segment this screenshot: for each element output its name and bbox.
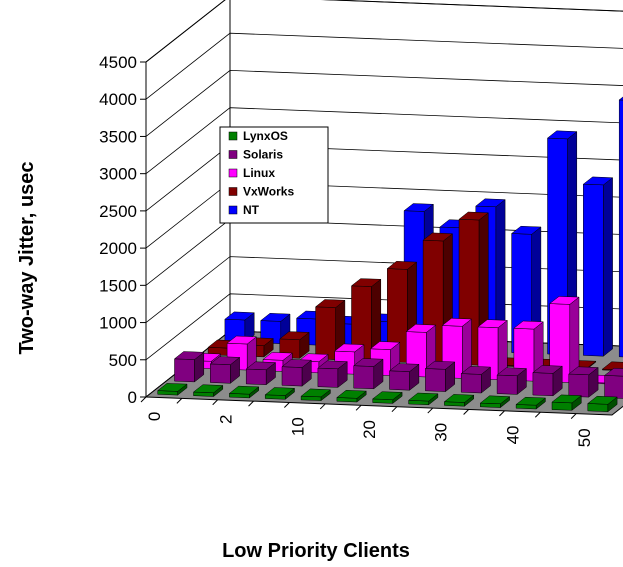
legend-swatch-lynxos: [228, 131, 238, 141]
x-tick-mark: [355, 404, 362, 411]
legend-swatch-solaris: [228, 150, 238, 159]
left-wall: [145, 0, 231, 399]
gridline: [145, 32, 623, 100]
x-tick-mark: [534, 411, 541, 418]
x-axis-ticks: 0 2 10 20 30 40 50: [140, 396, 594, 447]
bar-solaris-2: [245, 361, 277, 386]
y-tick-label: 4000: [99, 90, 137, 109]
bar-nt-1: [260, 313, 291, 345]
bar-lynxos-25: [407, 392, 439, 406]
bar-solaris-50: [603, 367, 623, 399]
bar-solaris-30: [460, 366, 492, 394]
y-tick-label: 0: [128, 388, 137, 407]
x-tick-mark: [391, 406, 398, 413]
x-tick-mark: [176, 398, 183, 404]
legend-label-solaris: Solaris: [243, 148, 283, 162]
bar-lynxos-50: [587, 395, 618, 413]
bar-linux-35: [513, 320, 544, 382]
y-axis-ticks: 0 500 1000 1500 2000 2500 3000 3500 4000 4500: [99, 53, 146, 407]
bar-lynxos-10: [300, 388, 332, 402]
legend-box: [219, 126, 329, 224]
gridline: [145, 107, 623, 175]
y-tick-label: 3000: [99, 165, 137, 184]
bar-solaris-45: [568, 366, 599, 398]
x-tick-mark: [427, 407, 434, 414]
y-tick-label: 2500: [99, 202, 137, 221]
bars-group: [157, 96, 623, 413]
x-tick-mark: [248, 400, 254, 407]
bar-solaris-25: [424, 360, 456, 393]
x-tick-mark: [284, 402, 290, 408]
legend-swatch-linux: [228, 168, 238, 178]
legend-label-lynxos: LynxOS: [243, 129, 288, 143]
x-tick-label: 30: [432, 423, 451, 442]
bar-lynxos-45: [551, 394, 582, 411]
bar-nt-45: [618, 96, 623, 358]
y-tick-label: 4500: [99, 53, 137, 72]
bar-lynxos-35: [479, 395, 511, 409]
bar-solaris-0: [173, 351, 205, 383]
legend-swatch-nt: [228, 205, 238, 215]
x-axis-title: Low Priority Clients: [222, 540, 410, 562]
bar-lynxos-40: [515, 396, 547, 410]
x-tick-label: 20: [360, 420, 379, 439]
bar-solaris-35: [496, 367, 528, 395]
x-tick-label: 40: [503, 426, 522, 445]
y-tick-label: 3500: [99, 127, 137, 146]
bar-vxworks-10: [350, 278, 382, 362]
x-tick-label: 10: [288, 417, 307, 436]
bar-lynxos-2: [228, 385, 260, 399]
y-axis-title: Two-way Jitter, usec: [16, 161, 38, 354]
x-tick-label: 50: [575, 428, 594, 447]
y-tick-label: 2000: [99, 239, 137, 258]
bar-lynxos-15: [336, 390, 367, 403]
bar-lynxos-5: [264, 387, 296, 400]
x-tick-label: 0: [145, 412, 164, 421]
x-tick-mark: [140, 396, 147, 403]
bar-lynxos-20: [372, 391, 403, 404]
x-tick-mark: [212, 399, 219, 406]
y-tick-label: 1000: [99, 314, 137, 333]
bar-lynxos-30: [443, 394, 475, 407]
bar-lynxos-1: [192, 384, 224, 398]
x-tick-label: 2: [217, 415, 236, 424]
gridline: [145, 69, 623, 137]
legend: LynxOS Solaris Linux VxWorks NT: [219, 126, 329, 224]
y-tick-label: 1500: [99, 276, 137, 295]
legend-label-vxworks: VxWorks: [243, 185, 294, 199]
bar-solaris-20: [388, 363, 420, 391]
bar-nt-40: [582, 176, 614, 357]
x-tick-mark: [499, 410, 505, 417]
legend-swatch-vxworks: [228, 187, 238, 196]
x-tick-mark: [570, 413, 577, 419]
bar-linux-40: [549, 296, 580, 384]
bar-solaris-1: [209, 356, 241, 384]
bar-solaris-15: [353, 358, 384, 390]
bar-lynxos-0: [157, 383, 188, 396]
y-tick-label: 500: [109, 351, 137, 370]
legend-label-nt: NT: [243, 203, 260, 217]
x-tick-mark: [319, 403, 326, 410]
legend-label-linux: Linux: [243, 166, 275, 180]
bar-solaris-10: [317, 360, 348, 388]
gridline: [145, 0, 623, 63]
x-tick-mark: [463, 409, 469, 415]
bar-linux-30: [477, 319, 508, 381]
bar-solaris-40: [532, 365, 563, 397]
bar-solaris-5: [281, 359, 312, 387]
